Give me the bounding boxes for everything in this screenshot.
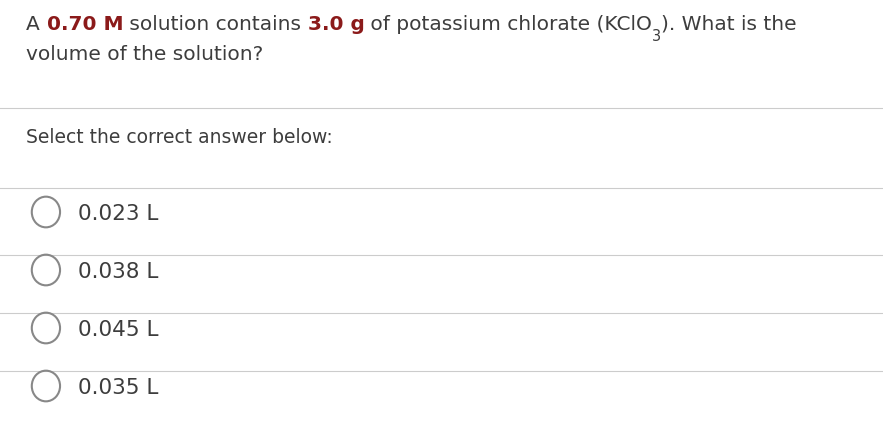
- Text: volume of the solution?: volume of the solution?: [26, 45, 264, 64]
- Text: 3: 3: [653, 29, 661, 43]
- Text: 0.70 M: 0.70 M: [47, 15, 124, 34]
- Text: 0.045 L: 0.045 L: [78, 320, 158, 340]
- Text: solution contains: solution contains: [124, 15, 307, 34]
- Text: 3.0 g: 3.0 g: [307, 15, 365, 34]
- Text: ). What is the: ). What is the: [661, 15, 797, 34]
- Text: of potassium chlorate (KClO: of potassium chlorate (KClO: [365, 15, 653, 34]
- Text: 0.038 L: 0.038 L: [78, 262, 158, 282]
- Text: A: A: [26, 15, 47, 34]
- Text: 0.023 L: 0.023 L: [78, 204, 158, 224]
- Text: 0.035 L: 0.035 L: [78, 378, 158, 398]
- Text: Select the correct answer below:: Select the correct answer below:: [26, 128, 333, 147]
